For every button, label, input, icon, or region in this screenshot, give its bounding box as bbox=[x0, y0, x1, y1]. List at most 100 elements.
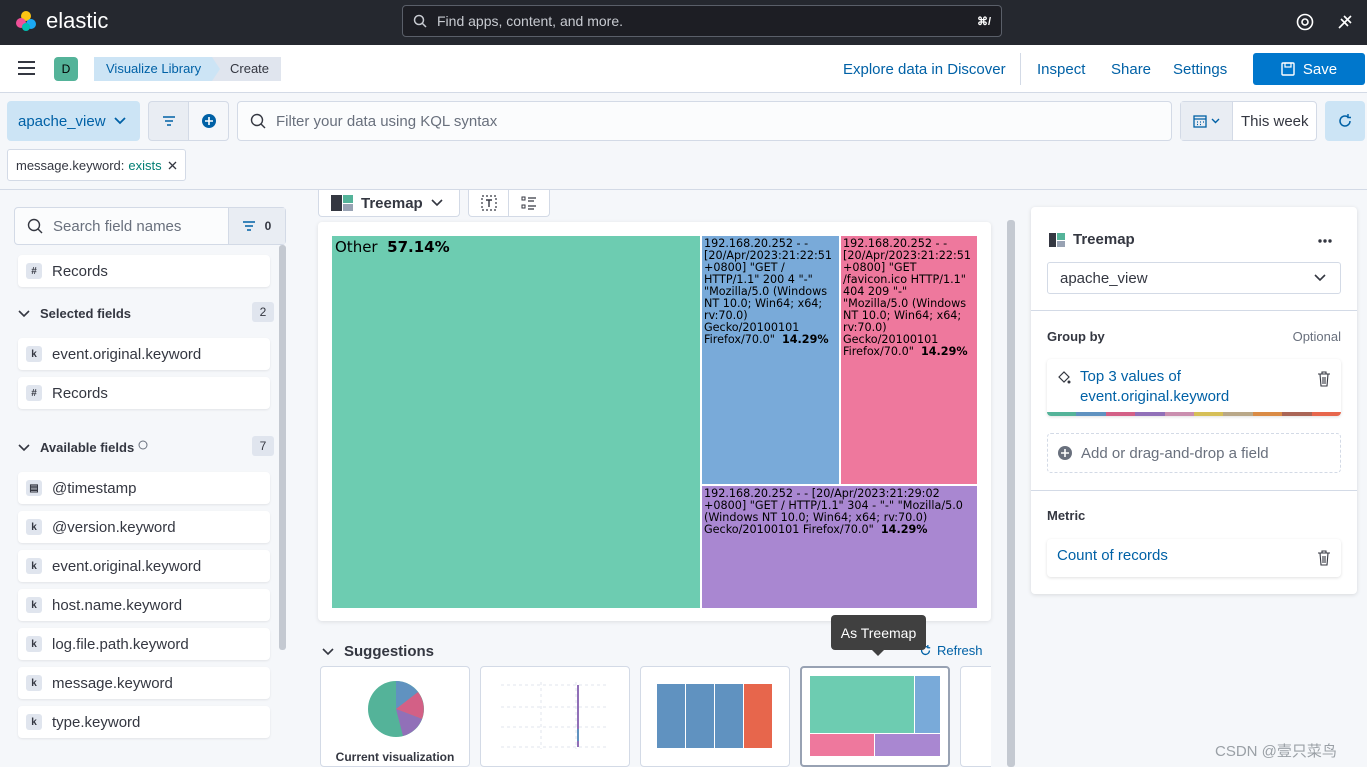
menu-icon[interactable] bbox=[18, 61, 35, 78]
palette-swatch bbox=[1135, 412, 1165, 416]
treemap-cell-get-root-200[interactable]: 192.168.20.252 - - [20/Apr/2023:21:22:51… bbox=[701, 235, 840, 485]
field-name: @version.keyword bbox=[52, 518, 176, 536]
brand-name: elastic bbox=[46, 8, 109, 33]
metric-dimension[interactable]: Count of records bbox=[1047, 539, 1341, 577]
kql-search-input[interactable]: Filter your data using KQL syntax bbox=[237, 101, 1172, 141]
search-icon bbox=[250, 113, 266, 129]
filter-menu-button[interactable] bbox=[148, 101, 189, 141]
global-search-placeholder: Find apps, content, and more. bbox=[437, 13, 623, 29]
cell-percent: 14.29% bbox=[880, 523, 928, 536]
divider bbox=[1031, 490, 1357, 491]
keyword-type-icon: k bbox=[26, 636, 42, 652]
treemap-chart[interactable]: Other 57.14% 192.168.20.252 - - [20/Apr/… bbox=[331, 235, 978, 609]
suggestion-heatmap[interactable] bbox=[480, 666, 630, 767]
field-event-original-keyword[interactable]: k event.original.keyword bbox=[18, 338, 270, 370]
suggestion-bar-stacked[interactable] bbox=[640, 666, 790, 767]
keyword-type-icon: k bbox=[26, 714, 42, 730]
field-log-file-path-keyword[interactable]: k log.file.path.keyword bbox=[18, 628, 270, 660]
add-field-dropzone[interactable]: Add or drag-and-drop a field bbox=[1047, 433, 1341, 473]
field-list-panel: Search field names 0 # Records Selected … bbox=[14, 207, 286, 767]
field-host-name-keyword[interactable]: k host.name.keyword bbox=[18, 589, 270, 621]
number-type-icon: # bbox=[26, 263, 42, 279]
field-type-filter-button[interactable]: 0 bbox=[228, 208, 285, 244]
field-search-input[interactable]: Search field names 0 bbox=[14, 207, 286, 245]
date-type-icon: ▤ bbox=[26, 480, 42, 496]
field-message-keyword[interactable]: k message.keyword bbox=[18, 667, 270, 699]
legend-button[interactable] bbox=[509, 190, 549, 217]
trash-icon[interactable] bbox=[1317, 550, 1331, 566]
filter-icon bbox=[242, 221, 255, 231]
group-by-label: Group by bbox=[1047, 329, 1105, 344]
news-feed-icon[interactable] bbox=[1334, 11, 1356, 33]
treemap-cell-get-favicon-404[interactable]: 192.168.20.252 - - [20/Apr/2023:21:22:51… bbox=[840, 235, 978, 485]
cell-percent: 14.29% bbox=[781, 333, 829, 346]
field-list-scrollbar[interactable] bbox=[279, 245, 286, 650]
filter-pill[interactable]: message.keyword: exists bbox=[7, 149, 186, 181]
group-by-value: Top 3 values of event.original.keyword bbox=[1080, 368, 1230, 405]
palette-swatch bbox=[1223, 412, 1253, 416]
paint-bucket-icon bbox=[1058, 371, 1071, 384]
date-picker[interactable]: This week bbox=[1180, 101, 1317, 141]
data-view-picker[interactable]: apache_view bbox=[7, 101, 140, 141]
data-view-label: apache_view bbox=[18, 112, 106, 130]
treemap-cell-other[interactable]: Other 57.14% bbox=[331, 235, 701, 609]
save-icon bbox=[1281, 62, 1295, 76]
treemap-icon bbox=[331, 195, 353, 211]
treemap-cell-get-root-304[interactable]: 192.168.20.252 - - [20/Apr/2023:21:29:02… bbox=[701, 485, 978, 609]
field-version-keyword[interactable]: k @version.keyword bbox=[18, 511, 270, 543]
keyword-type-icon: k bbox=[26, 597, 42, 613]
quick-menu-button[interactable] bbox=[1181, 102, 1233, 140]
suggestion-current-visualization[interactable]: Current visualization bbox=[320, 666, 470, 767]
selected-fields-header[interactable]: Selected fields 2 bbox=[18, 302, 274, 322]
chevron-down-icon bbox=[431, 199, 443, 207]
field-event-original-keyword-available[interactable]: k event.original.keyword bbox=[18, 550, 270, 582]
suggestions-toggle[interactable]: Suggestions bbox=[322, 643, 434, 660]
app-header: D Visualize Library Create Explore data … bbox=[0, 45, 1367, 93]
color-palette-bar bbox=[1047, 412, 1341, 416]
save-label: Save bbox=[1302, 60, 1338, 78]
add-field-label: Add or drag-and-drop a field bbox=[1081, 444, 1269, 462]
save-button[interactable]: Save bbox=[1253, 53, 1365, 85]
field-type-keyword[interactable]: k type.keyword bbox=[18, 706, 270, 738]
refresh-button[interactable] bbox=[1325, 101, 1365, 141]
layer-data-view-select[interactable]: apache_view bbox=[1047, 262, 1341, 294]
suggestions-refresh-button[interactable]: Refresh bbox=[920, 643, 983, 658]
global-search-input[interactable]: Find apps, content, and more. ⌘/ bbox=[402, 5, 1002, 37]
chart-switch-button[interactable]: Treemap bbox=[318, 190, 460, 217]
field-name: log.file.path.keyword bbox=[52, 635, 189, 653]
settings-link[interactable]: Settings bbox=[1173, 61, 1228, 78]
add-filter-button[interactable] bbox=[188, 101, 229, 141]
cell-percent: 57.14% bbox=[387, 238, 450, 256]
count-badge: 2 bbox=[252, 302, 274, 322]
space-avatar[interactable]: D bbox=[54, 57, 78, 81]
suggestion-treemap[interactable] bbox=[800, 666, 950, 767]
help-icon[interactable] bbox=[1294, 11, 1316, 33]
chevron-down-icon bbox=[1211, 118, 1220, 124]
metric-value: Count of records bbox=[1057, 547, 1168, 564]
chevron-down-icon bbox=[113, 117, 126, 125]
explore-discover-link[interactable]: Explore data in Discover bbox=[843, 61, 1006, 78]
pie-thumbnail bbox=[368, 681, 424, 737]
labels-button[interactable] bbox=[469, 189, 510, 217]
info-icon[interactable] bbox=[138, 440, 148, 450]
breadcrumb-visualize-library[interactable]: Visualize Library bbox=[94, 57, 221, 81]
field-timestamp[interactable]: ▤ @timestamp bbox=[18, 472, 270, 504]
suggestion-more[interactable] bbox=[960, 666, 991, 767]
group-by-dimension[interactable]: Top 3 values of event.original.keyword bbox=[1047, 359, 1341, 416]
field-records[interactable]: # Records bbox=[18, 255, 270, 287]
close-icon[interactable] bbox=[168, 161, 177, 170]
palette-swatch bbox=[1282, 412, 1312, 416]
field-records-selected[interactable]: # Records bbox=[18, 377, 270, 409]
text-icon bbox=[480, 195, 497, 211]
inspect-link[interactable]: Inspect bbox=[1037, 61, 1086, 78]
elastic-logo[interactable]: elastic bbox=[14, 8, 108, 34]
field-name: event.original.keyword bbox=[52, 345, 202, 363]
keyword-type-icon: k bbox=[26, 675, 42, 691]
more-options-icon[interactable] bbox=[1317, 231, 1333, 247]
palette-swatch bbox=[1105, 412, 1136, 416]
workspace-scrollbar[interactable] bbox=[1007, 220, 1015, 767]
share-link[interactable]: Share bbox=[1111, 61, 1152, 78]
date-range-label[interactable]: This week bbox=[1241, 112, 1309, 130]
trash-icon[interactable] bbox=[1317, 371, 1331, 387]
available-fields-header[interactable]: Available fields 7 bbox=[18, 436, 274, 456]
